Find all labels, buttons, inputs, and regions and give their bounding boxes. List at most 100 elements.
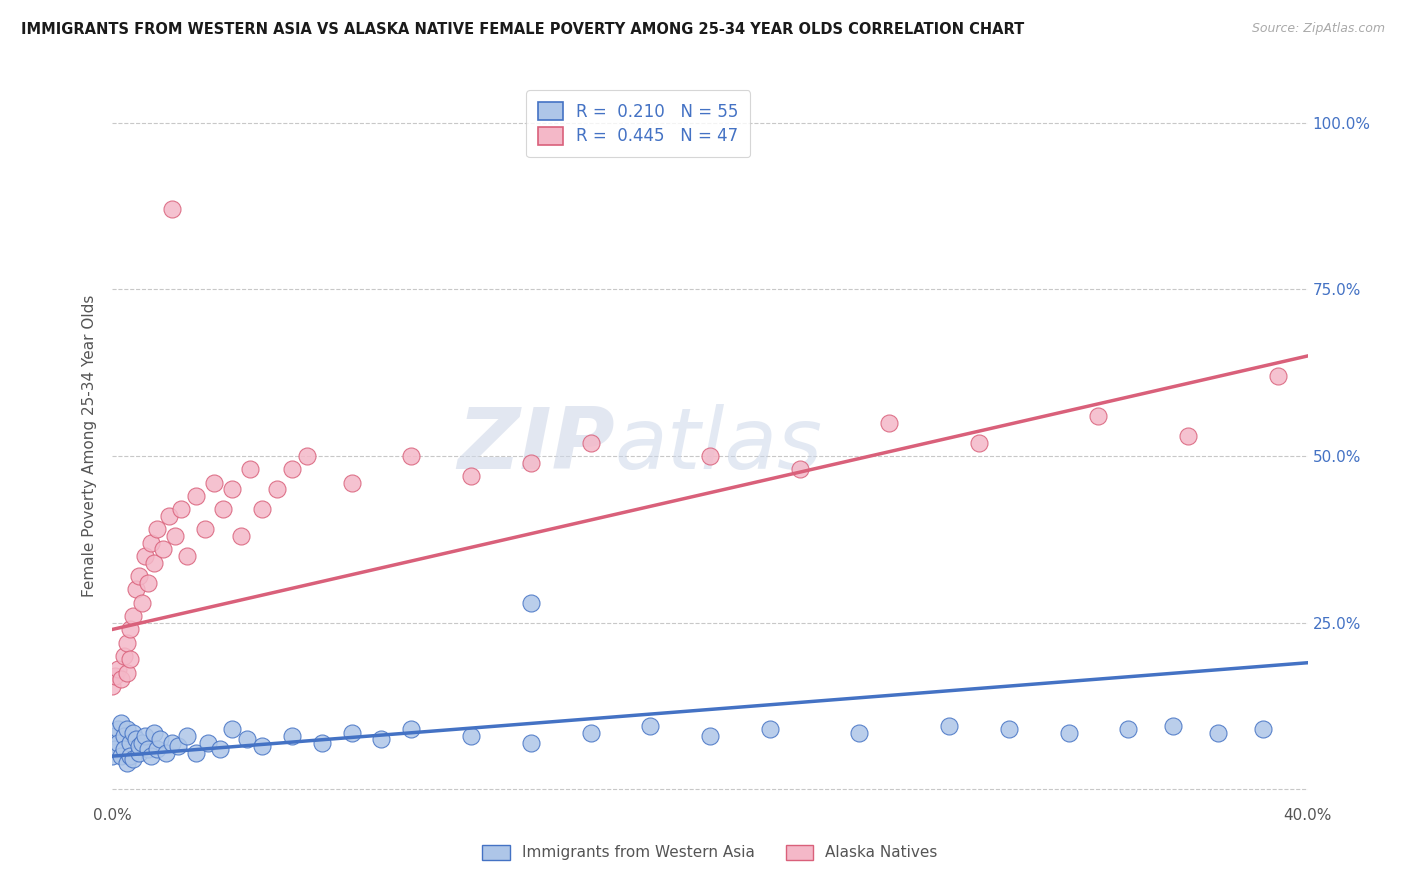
Point <box>143 725 166 739</box>
Point <box>401 449 423 463</box>
Point <box>229 529 252 543</box>
Point <box>165 529 187 543</box>
Point <box>110 715 132 730</box>
Text: atlas: atlas <box>614 404 823 488</box>
Point <box>520 736 543 750</box>
Point <box>146 522 169 536</box>
Point <box>117 665 139 680</box>
Point <box>520 456 543 470</box>
Legend: Immigrants from Western Asia, Alaska Natives: Immigrants from Western Asia, Alaska Nat… <box>477 838 943 866</box>
Point <box>250 502 273 516</box>
Point <box>370 732 392 747</box>
Point <box>340 475 363 490</box>
Point <box>110 749 132 764</box>
Point <box>520 596 543 610</box>
Point <box>149 732 172 747</box>
Point <box>120 652 142 666</box>
Point <box>120 736 142 750</box>
Point <box>176 549 198 563</box>
Point <box>128 739 150 753</box>
Point <box>131 596 153 610</box>
Point <box>117 636 139 650</box>
Point <box>155 746 177 760</box>
Point <box>134 729 156 743</box>
Point <box>221 483 243 497</box>
Point <box>107 662 129 676</box>
Point <box>186 746 208 760</box>
Point <box>579 435 602 450</box>
Point <box>879 416 901 430</box>
Point <box>460 729 482 743</box>
Point <box>340 725 363 739</box>
Point <box>209 742 232 756</box>
Point <box>134 549 156 563</box>
Point <box>104 729 127 743</box>
Point <box>281 462 304 476</box>
Point <box>167 739 190 753</box>
Point <box>143 556 166 570</box>
Point <box>1087 409 1109 423</box>
Point <box>789 462 811 476</box>
Point <box>1251 723 1274 737</box>
Point <box>131 736 153 750</box>
Point <box>141 749 163 764</box>
Point <box>101 679 124 693</box>
Point <box>114 729 135 743</box>
Point <box>212 502 235 516</box>
Point <box>122 752 145 766</box>
Point <box>401 723 423 737</box>
Point <box>1206 725 1229 739</box>
Point <box>162 202 183 217</box>
Point <box>125 732 148 747</box>
Point <box>152 542 174 557</box>
Point <box>967 435 990 450</box>
Text: ZIP: ZIP <box>457 404 614 488</box>
Point <box>110 673 132 687</box>
Point <box>1057 725 1080 739</box>
Point <box>101 749 124 764</box>
Point <box>311 736 333 750</box>
Point <box>176 729 198 743</box>
Point <box>120 749 142 764</box>
Point <box>128 569 150 583</box>
Point <box>107 736 129 750</box>
Point <box>998 723 1021 737</box>
Point <box>194 522 217 536</box>
Text: Source: ZipAtlas.com: Source: ZipAtlas.com <box>1251 22 1385 36</box>
Point <box>281 729 304 743</box>
Point <box>1267 368 1289 383</box>
Point <box>699 449 721 463</box>
Point <box>170 502 193 516</box>
Point <box>640 719 662 733</box>
Text: IMMIGRANTS FROM WESTERN ASIA VS ALASKA NATIVE FEMALE POVERTY AMONG 25-34 YEAR OL: IMMIGRANTS FROM WESTERN ASIA VS ALASKA N… <box>21 22 1025 37</box>
Point <box>699 729 721 743</box>
Point <box>114 742 135 756</box>
Point <box>120 623 142 637</box>
Point <box>202 475 225 490</box>
Point <box>122 609 145 624</box>
Point <box>104 742 127 756</box>
Point <box>759 723 782 737</box>
Point <box>117 723 139 737</box>
Point <box>186 489 208 503</box>
Point <box>138 575 160 590</box>
Point <box>162 736 183 750</box>
Point <box>157 509 180 524</box>
Point <box>1118 723 1140 737</box>
Point <box>107 723 129 737</box>
Point <box>125 582 148 597</box>
Point <box>239 462 262 476</box>
Point <box>221 723 243 737</box>
Point <box>114 649 135 664</box>
Point <box>1161 719 1184 733</box>
Point <box>460 469 482 483</box>
Point <box>848 725 870 739</box>
Point <box>146 742 169 756</box>
Point <box>128 746 150 760</box>
Point <box>266 483 288 497</box>
Point <box>236 732 259 747</box>
Point <box>295 449 318 463</box>
Point <box>141 535 163 549</box>
Point <box>938 719 960 733</box>
Point <box>579 725 602 739</box>
